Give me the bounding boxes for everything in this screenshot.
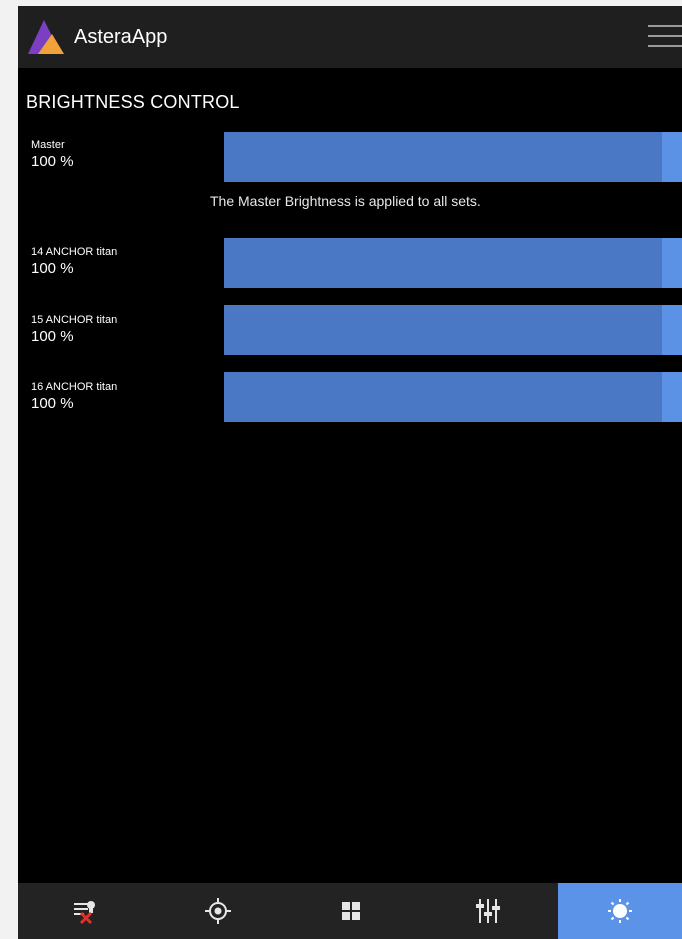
brightness-slider-master[interactable] (224, 132, 682, 182)
slider-handle[interactable] (662, 238, 682, 288)
row-label-16-anchor-titan: 16 ANCHOR titan 100 % (31, 381, 117, 413)
astera-logo-icon (28, 20, 64, 54)
app-title: AsteraApp (74, 26, 168, 48)
remove-device-icon (73, 901, 95, 924)
nav-target[interactable] (151, 883, 284, 939)
brightness-slider-16-anchor-titan[interactable] (224, 372, 682, 422)
row-name: 14 ANCHOR titan (31, 246, 118, 258)
brightness-slider-15-anchor-titan[interactable] (224, 305, 682, 355)
row-label-master: Master 100 % (31, 139, 74, 171)
nav-sliders[interactable] (417, 883, 558, 939)
nav-remove-devices[interactable] (18, 883, 151, 939)
bottom-nav (18, 883, 682, 939)
app-window: AsteraApp BRIGHTNESS CONTROL Master 100 … (18, 6, 682, 939)
slider-handle[interactable] (662, 132, 682, 182)
sliders-icon (475, 899, 500, 923)
master-note: The Master Brightness is applied to all … (210, 193, 481, 209)
row-value: 100 % (31, 260, 74, 277)
section-title: BRIGHTNESS CONTROL (26, 92, 240, 112)
brightness-slider-14-anchor-titan[interactable] (224, 238, 682, 288)
row-name: 16 ANCHOR titan (31, 381, 118, 393)
slider-handle[interactable] (662, 305, 682, 355)
row-label-15-anchor-titan: 15 ANCHOR titan 100 % (31, 314, 117, 346)
nav-grid[interactable] (284, 883, 417, 939)
row-name: Master (31, 139, 65, 151)
grid-icon (341, 902, 360, 920)
row-value: 100 % (31, 328, 74, 345)
slider-fill (224, 238, 682, 288)
row-name: 15 ANCHOR titan (31, 314, 118, 326)
row-label-14-anchor-titan: 14 ANCHOR titan 100 % (31, 246, 117, 278)
brightness-sun-icon (608, 899, 632, 923)
slider-handle[interactable] (662, 372, 682, 422)
row-value: 100 % (31, 153, 74, 170)
slider-fill (224, 305, 682, 355)
slider-fill (224, 372, 682, 422)
slider-fill (224, 132, 682, 182)
target-crosshair-icon (204, 898, 231, 924)
row-value: 100 % (31, 395, 74, 412)
app-header: AsteraApp (18, 6, 682, 68)
nav-brightness[interactable] (558, 883, 682, 939)
hamburger-menu-icon[interactable] (648, 21, 682, 51)
